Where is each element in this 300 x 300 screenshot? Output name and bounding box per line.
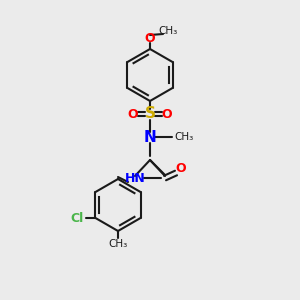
- Text: CH₃: CH₃: [174, 132, 193, 142]
- Text: O: O: [145, 32, 155, 46]
- Text: CH₃: CH₃: [158, 26, 178, 36]
- Text: CH₃: CH₃: [108, 239, 128, 249]
- Text: HN: HN: [124, 172, 146, 184]
- Text: O: O: [162, 107, 172, 121]
- Text: Cl: Cl: [71, 212, 84, 224]
- Text: O: O: [176, 161, 186, 175]
- Text: N: N: [144, 130, 156, 145]
- Text: O: O: [128, 107, 138, 121]
- Text: S: S: [145, 106, 155, 122]
